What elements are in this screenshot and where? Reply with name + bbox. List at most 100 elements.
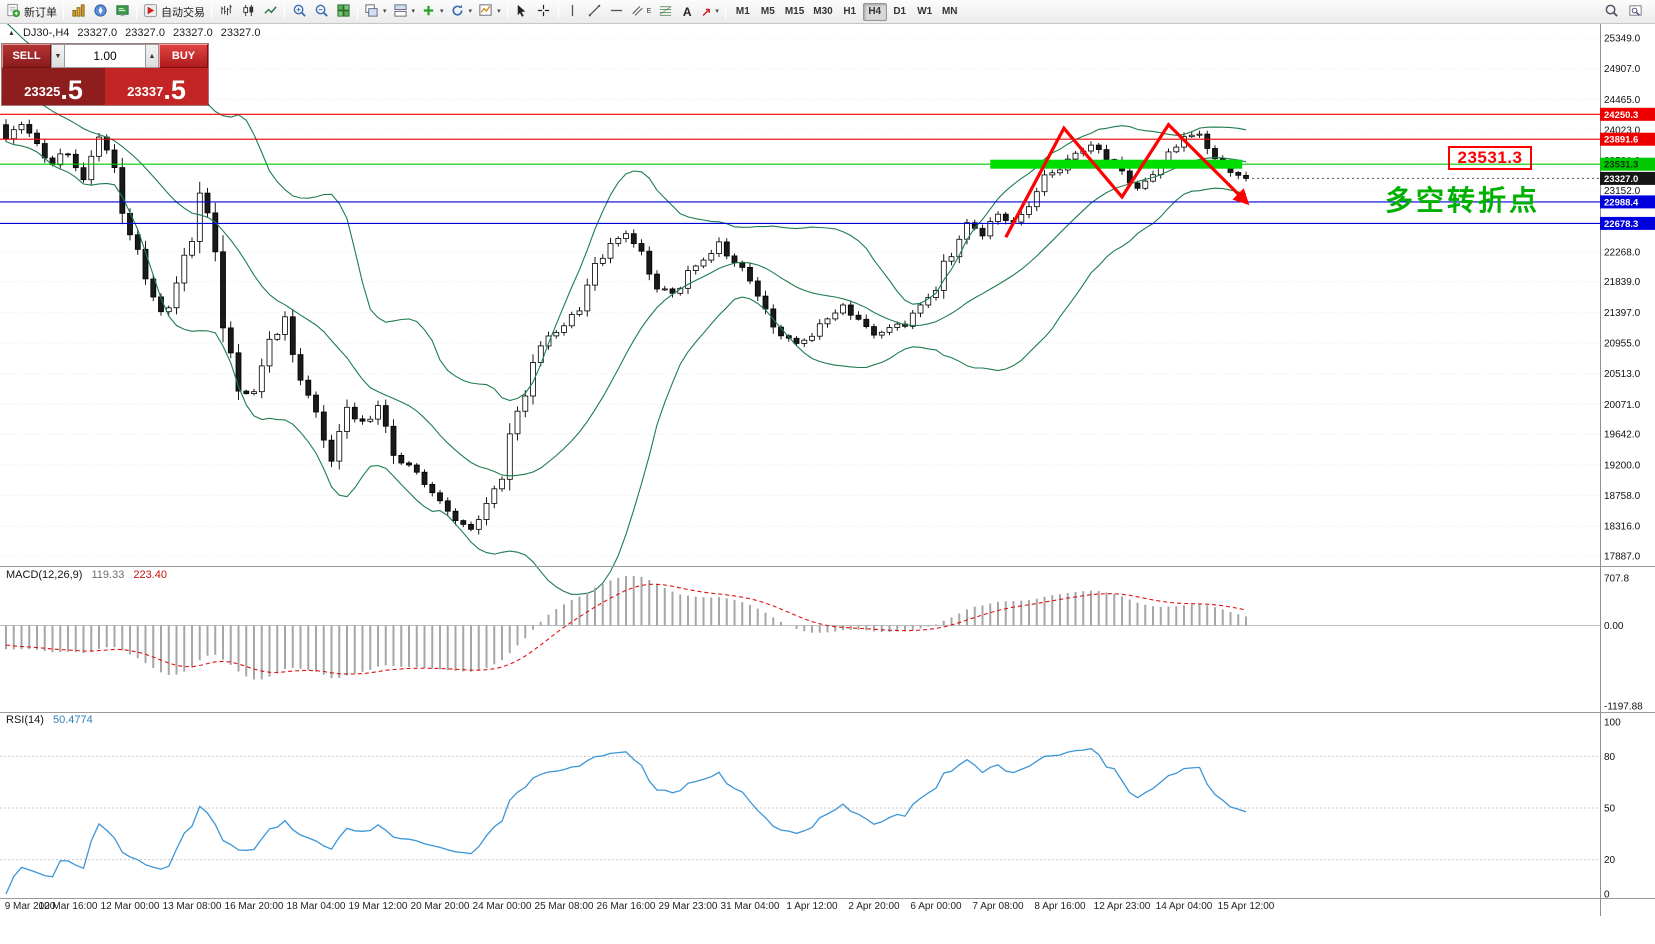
arrow-tool-icon: ↗ (701, 4, 712, 19)
tile-windows-icon (336, 3, 351, 21)
vertical-line-button[interactable] (562, 2, 584, 22)
toolbar-separator (357, 3, 358, 20)
timeframe-button-h4[interactable]: H4 (862, 2, 887, 21)
candle (1026, 201, 1032, 219)
corner-triangle-icon: ▲ (8, 29, 15, 37)
terminal-button[interactable] (111, 2, 133, 22)
zoom-out-icon (314, 3, 329, 21)
candle (313, 391, 319, 418)
toolbar-separator (284, 3, 285, 20)
market-watch-button[interactable] (67, 2, 89, 22)
cascade-windows-button[interactable]: ▾ (361, 2, 390, 22)
chart-line-button[interactable] (259, 2, 281, 22)
timeframe-button-m5[interactable]: M5 (756, 3, 780, 21)
new-order-button[interactable]: 新订单 (3, 2, 60, 22)
cursor-icon (514, 3, 529, 21)
volume-increase-button[interactable]: ▲ (145, 44, 159, 68)
sell-price[interactable]: 23325 .5 (2, 68, 105, 105)
timeframe-button-m30[interactable]: M30 (809, 3, 836, 21)
candle (437, 489, 443, 505)
timeframe-button-d1[interactable]: D1 (888, 3, 912, 21)
candle (669, 287, 676, 298)
timeframe-button-w1[interactable]: W1 (913, 3, 937, 21)
search-button[interactable] (1600, 2, 1622, 22)
timeframe-button-mn[interactable]: MN (938, 3, 962, 21)
volume-decrease-button[interactable]: ▼ (51, 44, 65, 68)
indicators-button[interactable]: ▾ (475, 2, 504, 22)
price-badge: 23531.3 (1600, 157, 1655, 171)
ohlc-close: 23327.0 (220, 27, 261, 39)
candle (18, 121, 25, 134)
candle (34, 129, 40, 147)
chart-bars-button[interactable] (215, 2, 237, 22)
arrows-tool-button[interactable]: ↗ ▾ (698, 2, 722, 22)
rsi-line (5, 747, 1247, 895)
candle (584, 278, 591, 317)
candle (855, 311, 862, 321)
svg-text:22268.0: 22268.0 (1604, 247, 1641, 258)
horizontal-line-icon (609, 3, 624, 21)
timeframe-button-m1[interactable]: M1 (731, 3, 755, 21)
sell-button[interactable]: SELL (2, 44, 51, 68)
candle (460, 519, 467, 528)
svg-text:10 Mar 16:00: 10 Mar 16:00 (39, 901, 98, 912)
zoom-in-button[interactable] (288, 2, 310, 22)
buy-button[interactable]: BUY (159, 44, 208, 68)
candle (398, 452, 405, 466)
svg-text:20071.0: 20071.0 (1604, 400, 1641, 411)
candle (692, 264, 699, 275)
svg-text:80: 80 (1604, 752, 1616, 763)
volume-input[interactable] (65, 44, 145, 68)
candle (592, 257, 598, 291)
candle (413, 463, 420, 475)
autotrading-button[interactable]: 自动交易 (140, 2, 208, 22)
text-tool-button[interactable]: A (676, 2, 698, 22)
candle (1204, 130, 1211, 155)
svg-text:31 Mar 04:00: 31 Mar 04:00 (721, 901, 780, 912)
svg-text:22988.4: 22988.4 (1604, 197, 1639, 208)
candle (297, 348, 304, 386)
symbol-search-button[interactable] (1624, 2, 1646, 22)
dropdown-caret-icon: ▾ (715, 8, 719, 15)
candle (506, 423, 513, 491)
zoom-out-button[interactable] (310, 2, 332, 22)
arrange-windows-button[interactable]: ▾ (390, 2, 419, 22)
timeframe-button-h1[interactable]: H1 (838, 3, 862, 21)
refresh-button[interactable]: ▾ (447, 2, 476, 22)
svg-text:20513.0: 20513.0 (1604, 369, 1641, 380)
chart-candles-button[interactable] (237, 2, 259, 22)
tile-windows-button[interactable] (332, 2, 354, 22)
candle (499, 476, 505, 492)
price-level-annotation: 23531.3 (1448, 146, 1532, 170)
macd-signal-line (5, 583, 1247, 675)
timeframe-group: M1 M5 M15 M30 H1 H4 D1 W1 MN (731, 2, 962, 21)
toolbar-separator (136, 3, 137, 20)
arrange-windows-icon (393, 3, 408, 21)
svg-text:25 Mar 08:00: 25 Mar 08:00 (535, 901, 594, 912)
add-chart-button[interactable]: ▾ (418, 2, 447, 22)
candle (274, 332, 281, 341)
candle (196, 181, 203, 254)
fibonacci-icon (658, 3, 673, 21)
candle (96, 133, 102, 162)
candle (429, 481, 436, 497)
cursor-button[interactable] (511, 2, 533, 22)
equidistant-channel-button[interactable]: E (628, 2, 655, 22)
ohlc-low: 23327.0 (172, 27, 213, 39)
autotrading-icon (143, 3, 158, 21)
candle (65, 152, 71, 158)
crosshair-button[interactable] (533, 2, 555, 22)
navigator-icon (93, 3, 108, 21)
navigator-button[interactable] (89, 2, 111, 22)
fibonacci-button[interactable] (654, 2, 676, 22)
trendline-button[interactable] (584, 2, 606, 22)
zoom-in-icon (292, 3, 307, 21)
horizontal-line-button[interactable] (606, 2, 628, 22)
candle (258, 358, 265, 399)
one-click-trading-panel: SELL ▼ ▲ BUY 23325 .5 23337 .5 (2, 44, 208, 105)
svg-text:12 Mar 00:00: 12 Mar 00:00 (101, 901, 160, 912)
timeframe-button-m15[interactable]: M15 (781, 3, 808, 21)
svg-text:19642.0: 19642.0 (1604, 430, 1641, 441)
buy-price[interactable]: 23337 .5 (105, 68, 208, 105)
